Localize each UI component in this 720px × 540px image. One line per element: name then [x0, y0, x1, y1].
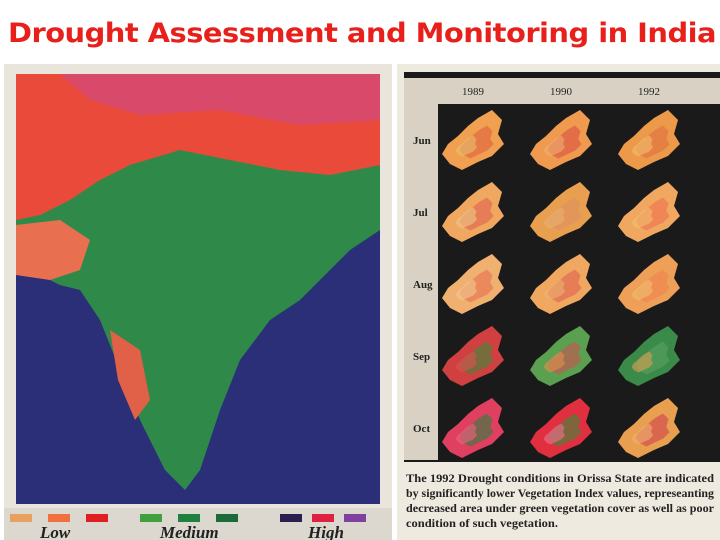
- month-strip: [404, 104, 438, 460]
- land-green: [16, 74, 380, 490]
- legend-swatch: [280, 514, 302, 522]
- orissa-map-patch: [631, 135, 654, 157]
- legend-swatch: [344, 514, 366, 522]
- year-strip: [404, 78, 720, 104]
- orissa-map-patch: [631, 351, 654, 373]
- orissa-map-patch: [455, 351, 478, 373]
- month-label: Oct: [413, 423, 430, 435]
- orissa-map-patch: [631, 207, 654, 229]
- caption-line: condition of such vegetation.: [406, 518, 558, 530]
- month-label: Sep: [413, 351, 430, 363]
- year-label: 1990: [550, 86, 573, 98]
- orissa-map-patch: [455, 423, 478, 445]
- legend-label: Low: [39, 523, 71, 540]
- land-west: [16, 220, 90, 280]
- orissa-map-patch: [631, 423, 654, 445]
- month-label: Aug: [413, 279, 433, 291]
- legend-swatch: [140, 514, 162, 522]
- land-south: [110, 330, 150, 420]
- year-label: 1992: [638, 86, 660, 98]
- legend-label: Medium: [159, 523, 219, 540]
- slide-title: Drought Assessment and Monitoring in Ind…: [8, 18, 716, 49]
- orissa-map-patch: [455, 207, 478, 229]
- legend-swatch: [216, 514, 238, 522]
- legend-swatch: [10, 514, 32, 522]
- caption-line: by significantly lower Vegetation Index …: [406, 488, 714, 500]
- month-label: Jun: [413, 135, 431, 147]
- orissa-map-patch: [543, 423, 566, 445]
- india-map-panel: Low Medium High: [4, 64, 392, 540]
- orissa-map-patch: [543, 135, 566, 157]
- legend-label: High: [307, 523, 344, 540]
- orissa-map-patch: [631, 279, 654, 301]
- year-label: 1989: [462, 86, 485, 98]
- legend-swatch: [178, 514, 200, 522]
- orissa-panel: 1989 1990 1992 Jun Jul Aug Sep Oct The 1992 Drou…: [397, 64, 720, 540]
- month-label: Jul: [413, 207, 428, 219]
- orissa-map-patch: [543, 207, 566, 229]
- caption-line: The 1992 Drought conditions in Orissa St…: [406, 473, 715, 485]
- orissa-map-patch: [455, 279, 478, 301]
- legend-swatch: [48, 514, 70, 522]
- orissa-map-patch: [543, 351, 566, 373]
- legend-swatch: [86, 514, 108, 522]
- legend-bar: [4, 508, 392, 540]
- caption-line: decreased area under green vegetation co…: [406, 503, 714, 515]
- orissa-map-patch: [455, 135, 478, 157]
- legend-swatch: [312, 514, 334, 522]
- land-pink: [60, 74, 380, 125]
- orissa-map-patch: [543, 279, 566, 301]
